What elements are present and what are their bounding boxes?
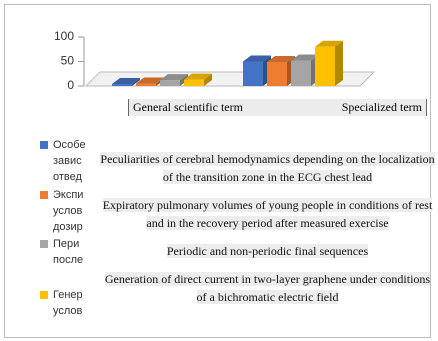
- legend-label: Экспи услов дозир: [53, 189, 84, 233]
- annotation-text: Peculiarities of cerebral hemodynamics d…: [100, 152, 435, 184]
- bar-side: [335, 40, 343, 86]
- bar-top: [160, 74, 188, 81]
- annotation: Peculiarities of cerebral hemodynamics d…: [100, 150, 435, 186]
- annotation-text: Periodic and non-periodic final sequence…: [166, 244, 369, 258]
- legend-label: Особе завис отвед: [53, 139, 86, 183]
- legend-swatch: [40, 291, 48, 299]
- bar-top: [267, 55, 295, 62]
- annotations: Peculiarities of cerebral hemodynamics d…: [100, 150, 435, 316]
- frame: [4, 4, 431, 338]
- y-tick-label: 0: [67, 78, 74, 92]
- bar: [315, 46, 335, 86]
- bar-side: [132, 78, 140, 86]
- legend-swatch: [40, 240, 48, 248]
- legend-swatch: [40, 141, 48, 149]
- bar-top: [184, 73, 212, 80]
- y-tick-label: 50: [61, 54, 75, 68]
- legend-swatch: [40, 191, 48, 199]
- bar: [291, 60, 311, 86]
- category-axis: General scientific term Specialized term: [128, 99, 427, 116]
- bar: [136, 83, 156, 86]
- x-tick-label: Specialized term: [341, 100, 422, 114]
- bar-top: [112, 78, 140, 85]
- legend-label: Пери после: [53, 238, 84, 266]
- bar: [184, 79, 204, 86]
- annotation-text: Expiratory pulmonary volumes of young pe…: [102, 198, 433, 230]
- y-tick-label: 100: [54, 29, 74, 43]
- legend-label: Генер услов: [53, 289, 83, 317]
- annotation-text: Generation of direct current in two-laye…: [104, 272, 431, 304]
- bar-top: [291, 54, 319, 61]
- bar: [160, 80, 180, 86]
- bar: [267, 61, 287, 86]
- x-tick-label: General scientific term: [133, 100, 243, 114]
- bar-top: [243, 55, 271, 62]
- annotation: Expiratory pulmonary volumes of young pe…: [100, 196, 435, 232]
- annotation: Periodic and non-periodic final sequence…: [100, 242, 435, 260]
- bar-top: [136, 77, 164, 84]
- bar: [112, 84, 132, 86]
- bar-side: [204, 73, 212, 86]
- bar-top: [315, 40, 343, 47]
- bar: [243, 61, 263, 86]
- annotation: Generation of direct current in two-laye…: [100, 270, 435, 306]
